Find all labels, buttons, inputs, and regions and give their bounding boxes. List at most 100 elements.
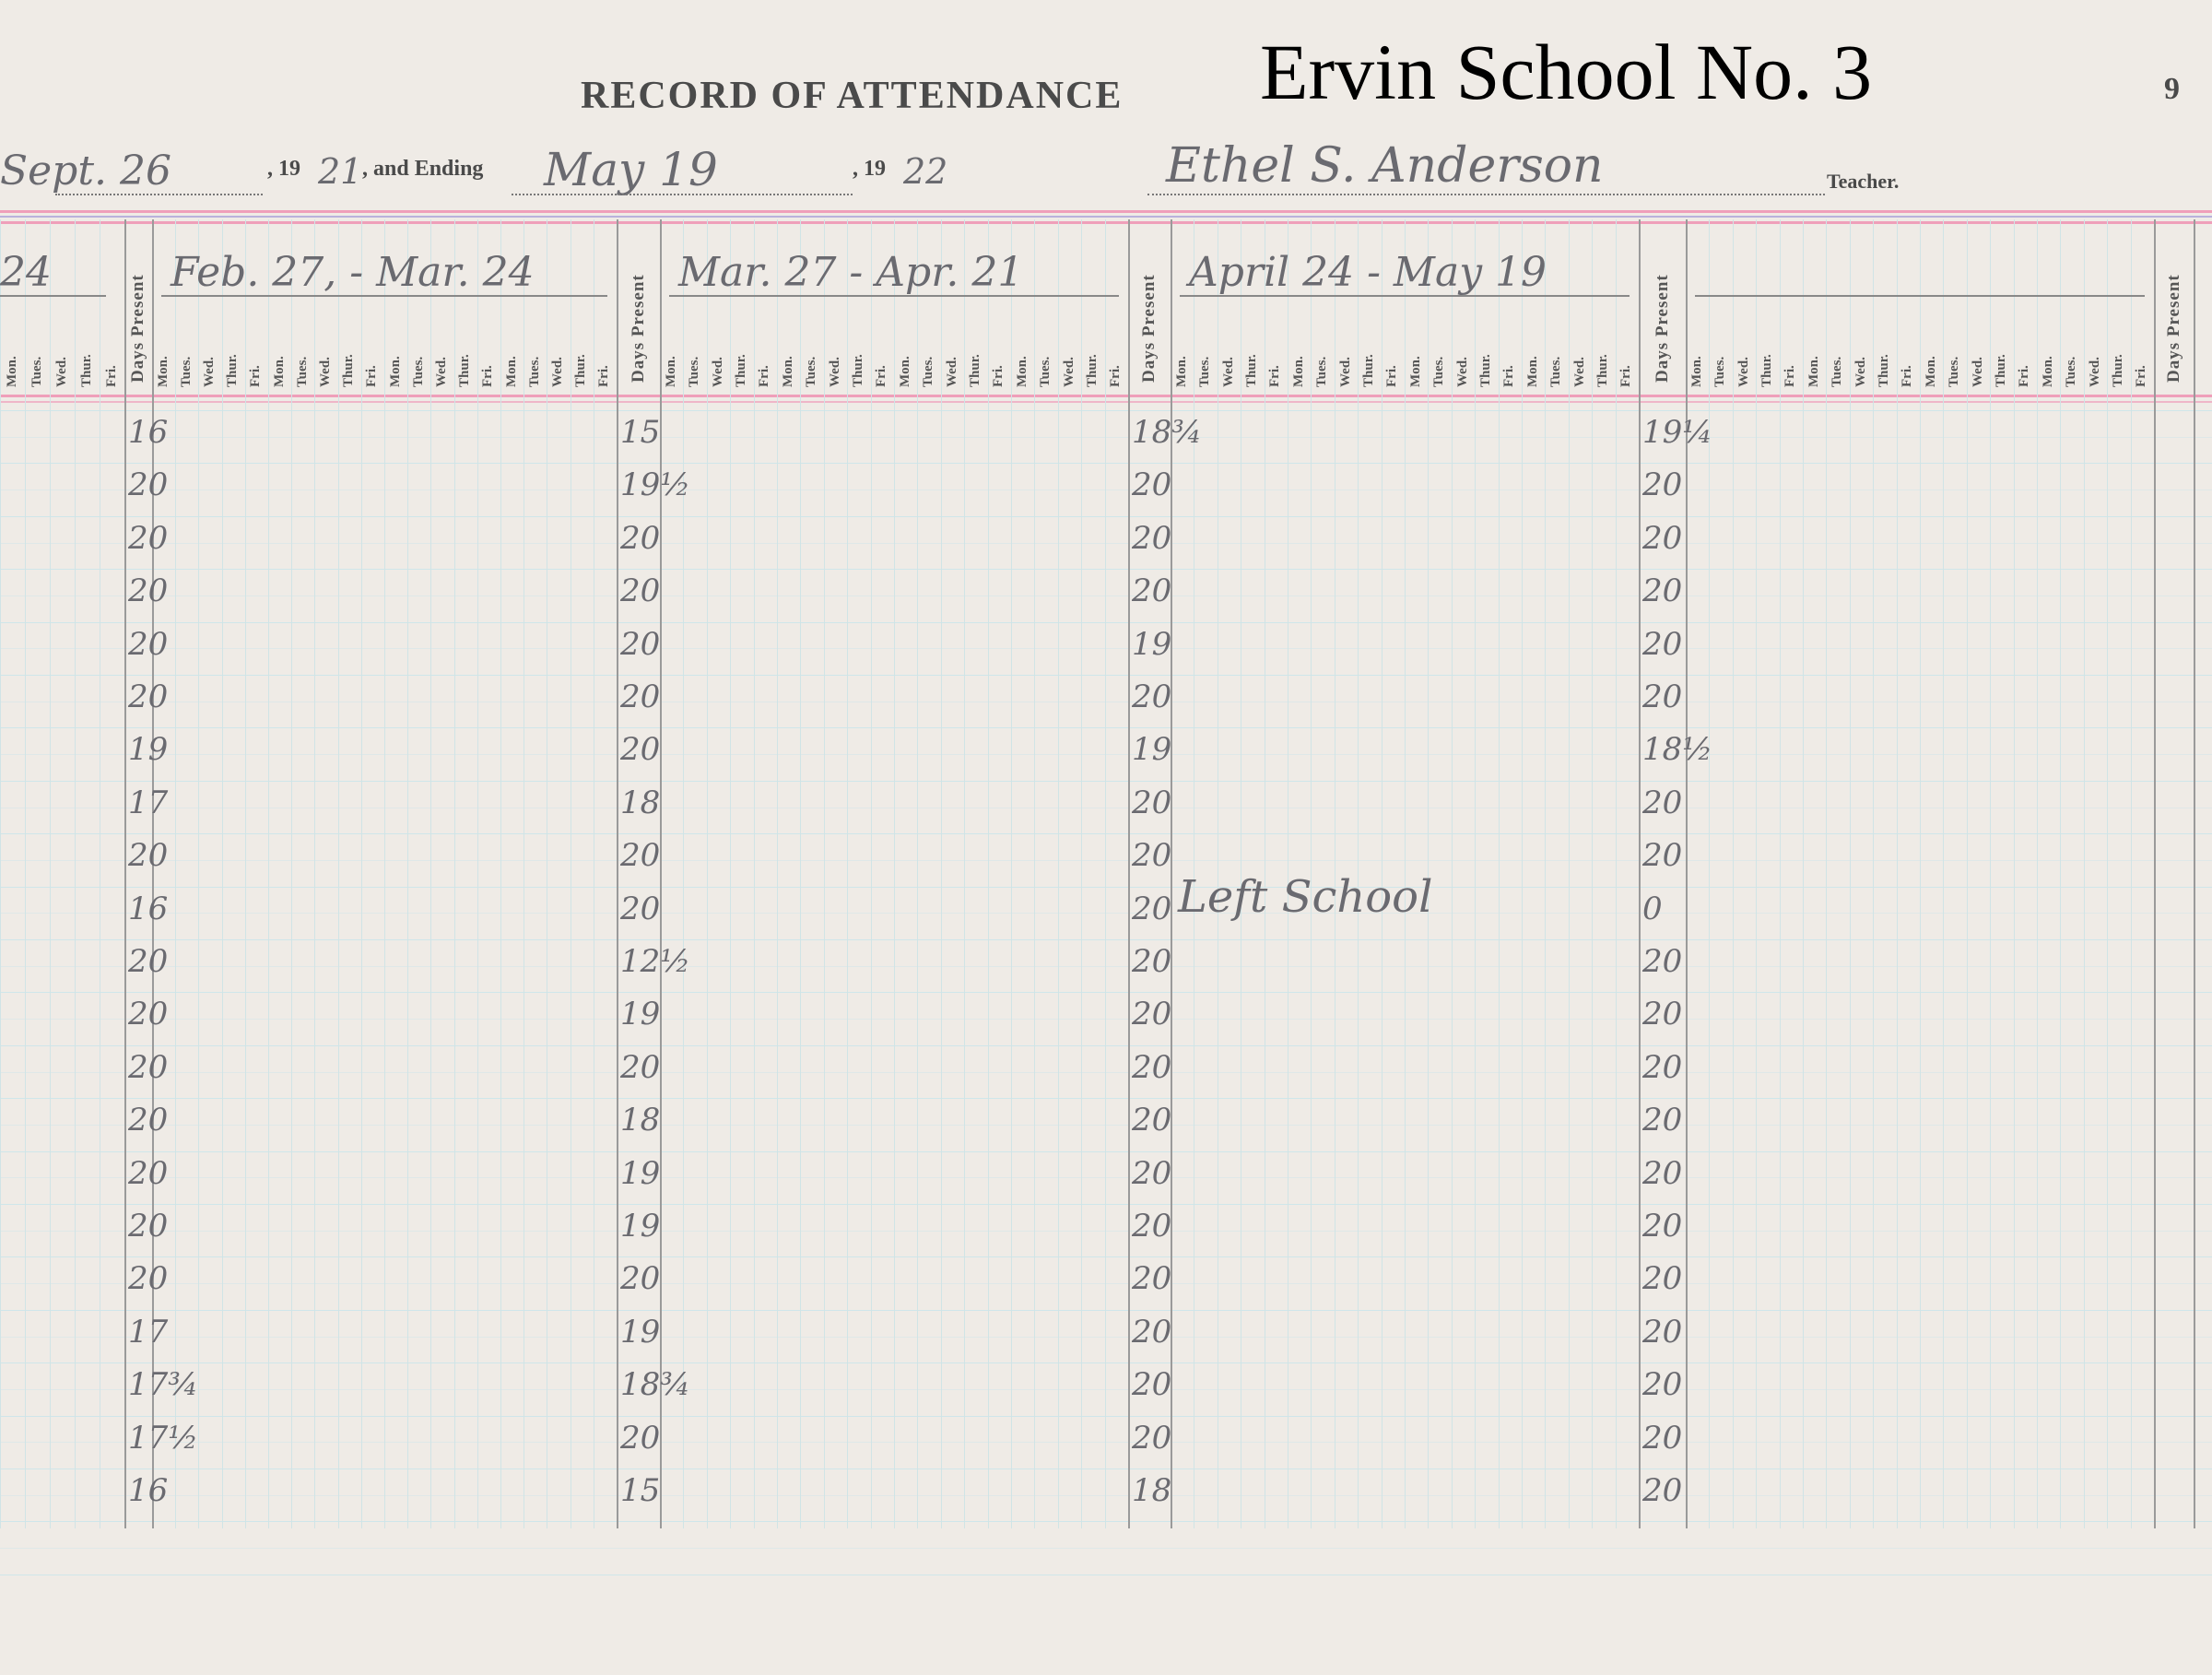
- days-present-value: 20: [620, 625, 661, 663]
- grid-line: [0, 1019, 2212, 1020]
- days-present-value: 20: [1132, 466, 1172, 504]
- days-present-value: 20: [1642, 1102, 1683, 1139]
- day-column-line: [2083, 219, 2085, 1528]
- days-present-value: 18¾: [1132, 414, 1203, 451]
- days-present-value: 15: [620, 1472, 661, 1509]
- grid-line: [0, 859, 2212, 861]
- day-column-line: [175, 219, 177, 1528]
- day-column-line: [1873, 219, 1875, 1528]
- end-date-line: [512, 166, 853, 195]
- grid-line: [0, 1044, 2212, 1046]
- grid-line: [0, 1098, 2212, 1100]
- days-present-label: Days Present: [1652, 274, 1672, 383]
- grid-line: [0, 992, 2212, 994]
- weekday-label: Thur.: [573, 354, 589, 387]
- days-present-value: 18½: [1642, 731, 1713, 769]
- day-column-line: [221, 219, 223, 1528]
- weekday-label: Tues.: [921, 356, 936, 387]
- days-present-column-line: [660, 219, 662, 1528]
- grid-line: [0, 1548, 2212, 1550]
- weekday-label: Thur.: [341, 354, 357, 387]
- header-rule-mid: [0, 216, 2212, 218]
- day-column-line: [940, 219, 942, 1528]
- period-range-line: [161, 295, 607, 297]
- weekday-label: Fri.: [1618, 365, 1634, 387]
- day-column-line: [430, 219, 432, 1528]
- grid-line: [0, 1388, 2212, 1390]
- days-present-value: 18¾: [620, 1366, 691, 1404]
- teacher-label: Teacher.: [1827, 170, 1900, 193]
- weekday-label: Wed.: [1337, 357, 1353, 387]
- period-date-range: April 24 - May 19: [1189, 249, 1547, 296]
- day-column-line: [1057, 219, 1059, 1528]
- days-present-value: 20: [128, 625, 169, 663]
- days-present-value: 18: [620, 784, 661, 821]
- days-present-value: 20: [128, 837, 169, 875]
- days-present-value: 20: [128, 1048, 169, 1086]
- days-present-column-line: [1128, 219, 1130, 1528]
- days-present-column-line: [124, 219, 126, 1528]
- days-present-value: 20: [128, 943, 169, 980]
- days-present-value: 20: [128, 519, 169, 557]
- days-present-value: 20: [128, 1260, 169, 1298]
- weekday-label: Tues.: [687, 356, 702, 387]
- day-column-line: [1451, 219, 1453, 1528]
- weekday-label: Mon.: [897, 356, 912, 387]
- day-column-line: [1896, 219, 1898, 1528]
- days-present-column-line: [2194, 219, 2195, 1528]
- days-present-value: 20: [1132, 1419, 1172, 1457]
- days-present-value: 20: [128, 1208, 169, 1244]
- weekday-label: Wed.: [1735, 357, 1751, 387]
- days-present-value: 20: [1132, 784, 1172, 821]
- weekday-label: Fri.: [1501, 365, 1517, 387]
- days-present-value: 20: [620, 572, 661, 610]
- grid-line: [0, 410, 2212, 411]
- grid-line: [0, 648, 2212, 650]
- teacher-name: Ethel S. Anderson: [1166, 138, 1604, 194]
- days-present-value: 20: [1132, 1260, 1172, 1298]
- weekday-label: Tues.: [1712, 356, 1728, 387]
- grid-line: [0, 913, 2212, 914]
- weekday-label: Fri.: [1108, 365, 1124, 387]
- weekday-label: Thur.: [967, 354, 982, 387]
- days-present-value: 20: [1642, 1154, 1683, 1192]
- days-present-value: 16: [128, 890, 169, 927]
- weekday-label: Wed.: [1853, 357, 1868, 387]
- weekday-label: Tues.: [1038, 356, 1053, 387]
- weekday-label: Wed.: [1571, 357, 1587, 387]
- end-year: 22: [903, 151, 948, 192]
- weekday-label: Wed.: [53, 357, 69, 387]
- grid-line: [0, 939, 2212, 940]
- weekday-label: Mon.: [271, 356, 287, 387]
- weekday-label: Thur.: [1243, 354, 1259, 387]
- day-column-line: [1826, 219, 1828, 1528]
- weekday-label: Mon.: [503, 356, 519, 387]
- days-present-value: 20: [1642, 1419, 1683, 1457]
- day-column-line: [1405, 219, 1406, 1528]
- days-present-value: 20: [1132, 1102, 1172, 1139]
- day-column-line: [2107, 219, 2109, 1528]
- weekday-label: Wed.: [202, 357, 217, 387]
- weekday-label: Mon.: [780, 356, 795, 387]
- weekday-label: Thur.: [1084, 354, 1100, 387]
- day-column-line: [1498, 219, 1500, 1528]
- day-column-line: [917, 219, 919, 1528]
- day-column-line: [2037, 219, 2038, 1528]
- grid-line: [0, 542, 2212, 544]
- day-column-line: [1756, 219, 1758, 1528]
- day-column-line: [894, 219, 895, 1528]
- weekday-label: Thur.: [1594, 354, 1610, 387]
- days-present-value: 20: [1642, 572, 1683, 610]
- period-range-line: [1180, 295, 1630, 297]
- weekday-label: Wed.: [318, 357, 333, 387]
- days-present-value: 20: [1132, 1313, 1172, 1351]
- grid-line: [0, 1362, 2212, 1364]
- day-column-line: [847, 219, 849, 1528]
- days-present-value: 20: [1642, 1208, 1683, 1244]
- weekday-label: Fri.: [757, 365, 772, 387]
- day-column-line: [2013, 219, 2015, 1528]
- days-present-value: 18: [620, 1102, 661, 1139]
- days-present-column-line: [1639, 219, 1641, 1528]
- days-present-value: 12½: [620, 943, 691, 980]
- days-present-value: 20: [128, 1154, 169, 1192]
